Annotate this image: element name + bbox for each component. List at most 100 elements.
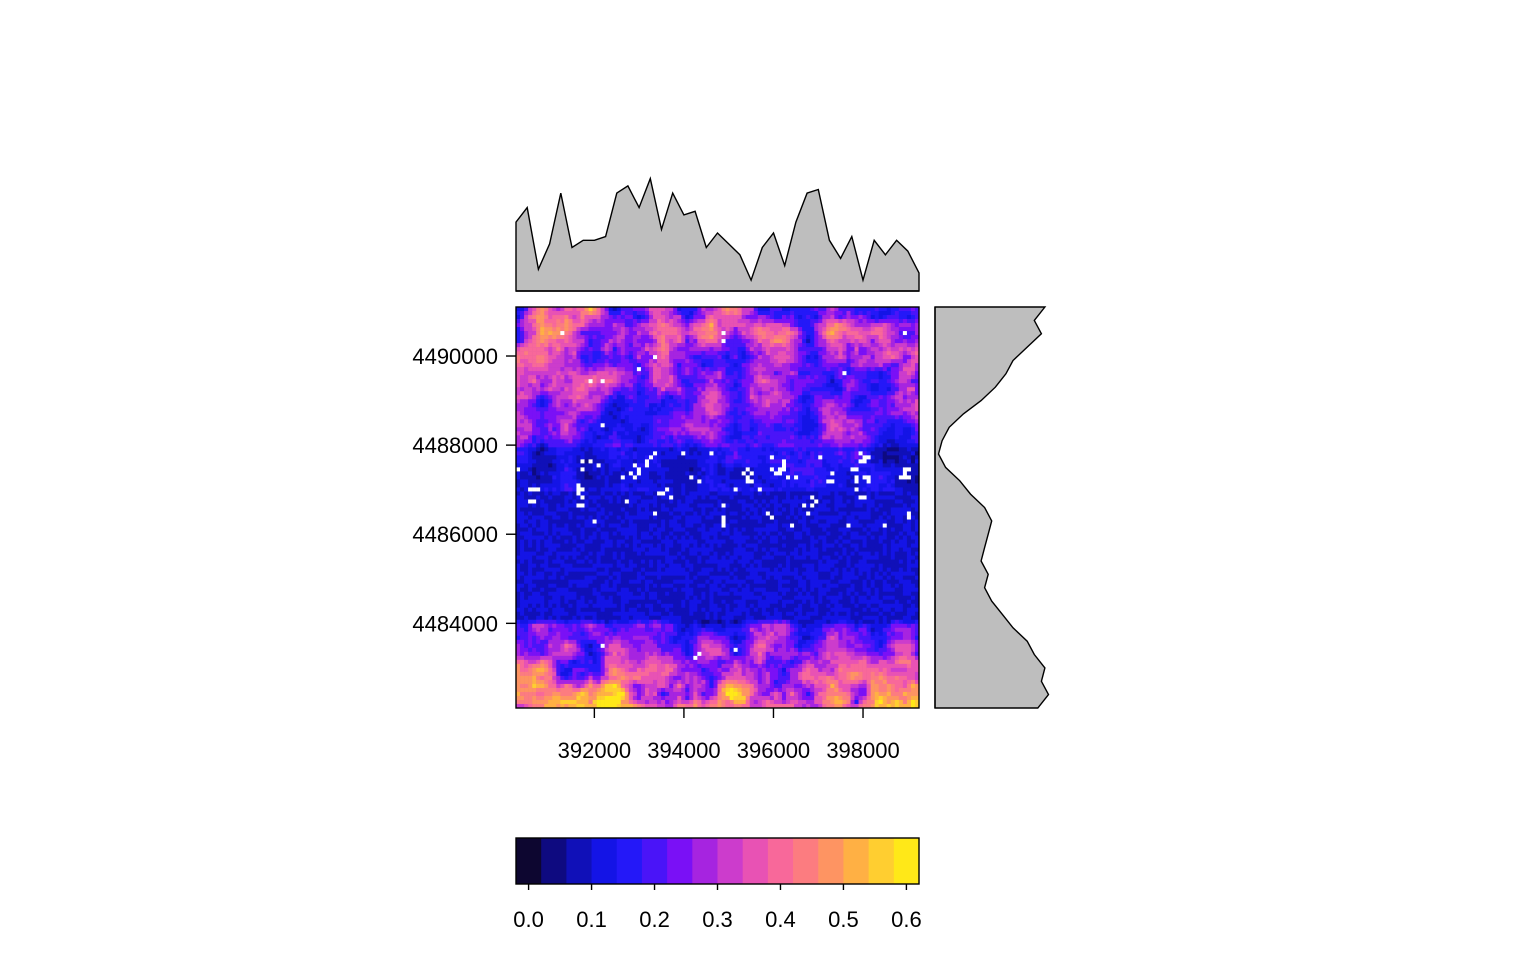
raster-cell	[842, 439, 847, 444]
raster-cell	[640, 331, 646, 336]
raster-cell	[914, 415, 919, 420]
raster-cell	[532, 375, 537, 380]
raster-cell	[628, 383, 634, 388]
raster-cell	[713, 455, 718, 460]
raster-cell	[608, 387, 614, 392]
raster-cell	[564, 327, 569, 332]
raster-cell	[729, 491, 734, 496]
raster-cell	[757, 351, 763, 356]
raster-cell	[826, 423, 831, 428]
raster-cell	[576, 375, 581, 380]
raster-cell	[874, 343, 879, 348]
raster-cell	[693, 367, 698, 372]
raster-cell	[540, 387, 545, 392]
raster-cell	[773, 387, 779, 392]
raster-cell	[604, 331, 609, 336]
raster-cell	[826, 495, 831, 500]
raster-cell	[620, 319, 626, 324]
raster-cell	[705, 311, 710, 316]
raster-cell	[580, 335, 585, 340]
raster-cell	[761, 379, 767, 384]
raster-cell	[721, 403, 726, 408]
raster-cell	[648, 407, 654, 412]
raster-cell	[757, 311, 763, 316]
raster-cell	[753, 483, 759, 488]
raster-cell	[648, 503, 654, 508]
raster-cell	[854, 479, 859, 484]
raster-cell	[810, 447, 815, 452]
raster-cell	[713, 475, 718, 480]
raster-cell	[677, 499, 682, 504]
raster-cell	[544, 307, 549, 312]
raster-cell	[798, 335, 803, 340]
raster-cell	[653, 347, 658, 352]
raster-cell	[830, 399, 835, 404]
raster-cell	[717, 415, 722, 420]
raster-cell	[693, 359, 698, 364]
raster-cell	[644, 311, 650, 316]
raster-cell	[890, 419, 896, 424]
raster-cell	[572, 431, 577, 436]
raster-cell	[532, 339, 537, 344]
raster-cell	[544, 411, 549, 416]
raster-cell	[709, 435, 714, 440]
raster-cell	[781, 407, 787, 412]
raster-cell	[540, 503, 545, 508]
raster-cell	[838, 431, 843, 436]
raster-cell	[814, 323, 819, 328]
raster-cell	[769, 323, 775, 328]
raster-cell	[838, 391, 843, 396]
raster-cell	[717, 479, 722, 484]
raster-cell	[548, 499, 553, 504]
raster-cell	[798, 391, 803, 396]
raster-cell	[757, 491, 763, 496]
raster-cell	[677, 339, 682, 344]
raster-cell	[648, 447, 654, 452]
raster-cell	[814, 383, 819, 388]
raster-cell	[858, 387, 863, 392]
raster-cell	[721, 359, 726, 364]
raster-cell	[777, 471, 783, 476]
raster-cell	[862, 379, 867, 384]
raster-cell	[661, 363, 666, 368]
raster-cell	[669, 439, 674, 444]
raster-cell	[632, 391, 638, 396]
raster-cell	[818, 467, 823, 472]
raster-cell	[648, 347, 654, 352]
raster-cell	[741, 479, 747, 484]
raster-cell	[669, 359, 674, 364]
raster-cell	[765, 403, 771, 408]
raster-cell	[874, 359, 879, 364]
raster-cell	[516, 419, 521, 424]
raster-cell	[520, 351, 525, 356]
raster-cell	[616, 355, 622, 360]
raster-cell	[657, 495, 662, 500]
raster-cell	[560, 475, 565, 480]
raster-cell	[765, 463, 771, 468]
raster-cell	[741, 435, 747, 440]
raster-cell	[757, 443, 763, 448]
raster-cell	[532, 459, 537, 464]
raster-cell	[548, 323, 553, 328]
raster-cell	[640, 499, 646, 504]
raster-cell	[552, 307, 557, 312]
raster-cell	[588, 391, 593, 396]
raster-cell	[568, 451, 573, 456]
raster-cell	[886, 327, 892, 332]
raster-cell	[882, 335, 888, 340]
raster-cell	[798, 375, 803, 380]
raster-cell	[834, 339, 839, 344]
raster-cell	[661, 343, 666, 348]
raster-cell	[834, 447, 839, 452]
raster-cell	[701, 355, 706, 360]
raster-cell	[516, 479, 521, 484]
raster-cell	[729, 467, 734, 472]
raster-cell	[717, 451, 722, 456]
raster-cell	[717, 323, 722, 328]
raster-cell	[540, 347, 545, 352]
raster-cell	[596, 355, 601, 360]
raster-cell	[669, 455, 674, 460]
raster-cell	[729, 463, 734, 468]
raster-cell	[898, 327, 904, 332]
raster-cell	[588, 423, 593, 428]
